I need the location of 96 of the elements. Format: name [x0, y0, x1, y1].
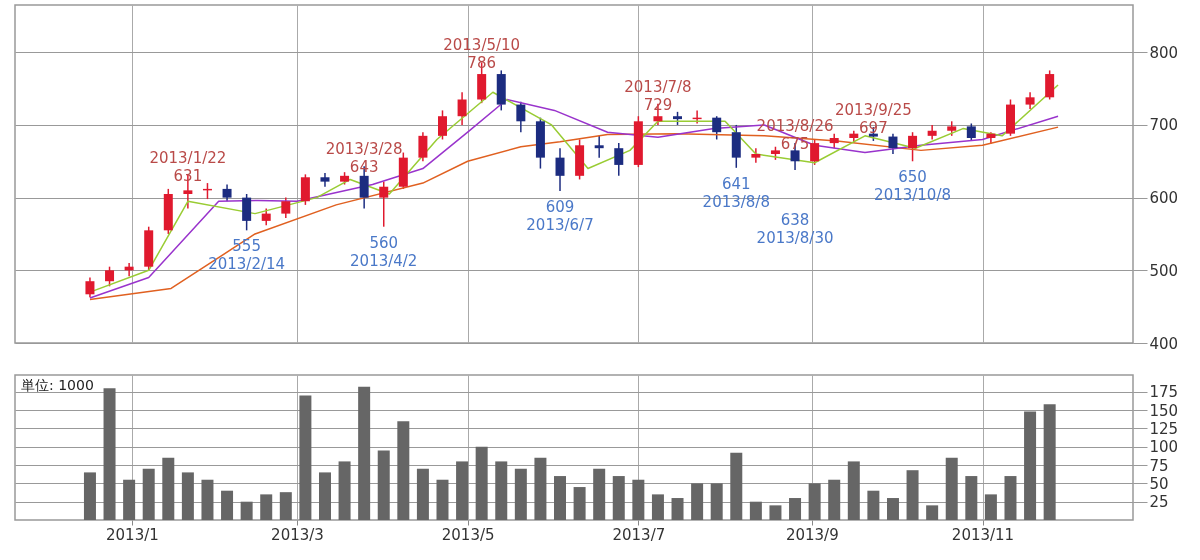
bar: [612, 476, 625, 520]
bar: [651, 494, 664, 520]
bar: [808, 483, 821, 520]
bar: [142, 468, 155, 520]
y-tick-label: 100: [1149, 438, 1179, 457]
bar: [201, 479, 214, 520]
candlestick: [555, 147, 565, 192]
bar: [1004, 476, 1017, 520]
bar: [534, 457, 547, 520]
y-tick-label: 600: [1149, 189, 1179, 208]
bar: [83, 472, 96, 520]
bar: [456, 461, 469, 520]
candlestick: [437, 109, 447, 141]
candlestick: [888, 132, 898, 155]
bar: [945, 457, 958, 520]
bar: [749, 501, 762, 520]
bar: [554, 476, 567, 520]
bar: [299, 395, 312, 520]
candlestick: [379, 180, 389, 228]
candlestick: [614, 142, 624, 177]
bar: [397, 421, 410, 520]
x-tick-label: 2013/11: [951, 525, 1015, 544]
bar: [162, 457, 175, 520]
bar: [573, 487, 586, 520]
x-tick-label: 2013/3: [271, 525, 324, 544]
candlestick: [712, 115, 722, 141]
bar: [710, 483, 723, 520]
annotation: 560 2013/4/2: [350, 233, 418, 270]
candlestick: [457, 91, 467, 126]
bar: [1043, 404, 1056, 520]
bar: [514, 468, 527, 520]
candlestick: [281, 196, 291, 219]
annotation: 2013/9/25 697: [834, 101, 912, 138]
candlestick: [300, 173, 310, 206]
bar: [769, 505, 782, 520]
bar: [123, 479, 136, 520]
bar: [416, 468, 429, 520]
bar: [495, 461, 508, 520]
annotation: 2013/1/22 631: [149, 149, 227, 186]
y-tick-label: 175: [1149, 383, 1179, 402]
annotation: 609 2013/6/7: [526, 198, 594, 235]
bar: [828, 479, 841, 520]
y-tick-label: 125: [1149, 419, 1179, 438]
candlestick: [85, 276, 95, 298]
bar: [318, 472, 331, 520]
bar: [279, 492, 292, 520]
annotation: 単位: 1000: [21, 377, 94, 393]
bar: [260, 494, 273, 520]
bar: [867, 490, 880, 520]
bar: [103, 388, 116, 520]
y-tick-label: 150: [1149, 401, 1179, 420]
y-tick-label: 800: [1149, 43, 1179, 62]
bar: [926, 505, 939, 520]
y-tick-label: 400: [1149, 334, 1179, 353]
bar: [984, 494, 997, 520]
bar: [1024, 411, 1037, 520]
candlestick: [594, 135, 604, 159]
x-tick-label: 2013/9: [785, 525, 839, 544]
bar: [965, 476, 978, 520]
bar: [436, 479, 449, 520]
x-tick-label: 2013/7: [612, 525, 666, 544]
bar: [181, 472, 194, 520]
y-tick-label: 700: [1149, 116, 1179, 135]
candlestick: [1045, 69, 1055, 101]
y-tick-label: 50: [1149, 474, 1169, 493]
bar: [691, 483, 704, 520]
candlestick: [516, 100, 526, 133]
y-tick-label: 75: [1149, 456, 1169, 475]
bar: [730, 452, 743, 520]
bar: [338, 461, 351, 520]
bar: [240, 501, 253, 520]
bar: [221, 490, 234, 520]
candlestick: [751, 147, 761, 164]
x-tick-label: 2013/5: [441, 525, 495, 544]
y-tick-label: 25: [1149, 493, 1169, 512]
y-tick-label: 500: [1149, 261, 1179, 280]
bar: [847, 461, 860, 520]
candlestick: [810, 138, 820, 166]
annotation: 2013/7/8 729: [624, 77, 692, 114]
bar: [475, 446, 488, 520]
annotation: 555 2013/2/14: [208, 237, 286, 274]
candlestick: [418, 131, 428, 163]
x-tick-label: 2013/1: [106, 525, 159, 544]
bar: [789, 498, 802, 520]
annotation: 2013/5/10 786: [443, 36, 521, 73]
bar: [377, 450, 390, 520]
bar: [886, 498, 899, 520]
bar: [632, 479, 645, 520]
annotation: 638 2013/8/30: [756, 211, 834, 247]
candlestick: [908, 131, 918, 163]
candlestick: [242, 193, 252, 232]
bar: [671, 498, 684, 520]
bar: [358, 386, 371, 520]
bar: [593, 468, 606, 520]
bar: [906, 470, 919, 520]
annotation: 2013/3/28 643: [325, 140, 403, 177]
